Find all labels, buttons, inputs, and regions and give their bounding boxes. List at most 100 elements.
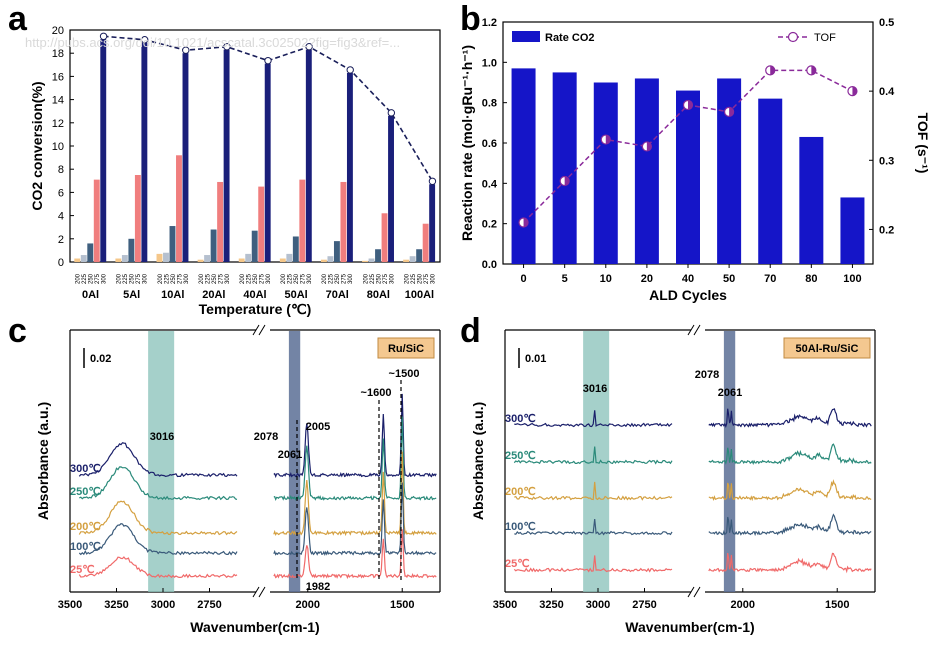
rate-bar-50 xyxy=(717,78,742,264)
temp-tick-label: 250 xyxy=(171,273,177,284)
trend-point xyxy=(305,43,313,51)
temp-tick-label: 300 xyxy=(389,273,395,284)
trend-point xyxy=(264,56,272,65)
trend-point xyxy=(182,46,190,54)
tof-point-fill xyxy=(564,176,570,186)
series-label: 250℃ xyxy=(70,486,101,498)
series-label: 300℃ xyxy=(70,463,101,475)
y-tick-label: 8 xyxy=(58,164,64,176)
y-tick-label: 16 xyxy=(52,71,64,83)
y-tick-label: 0.4 xyxy=(482,178,498,190)
bar-20Al-200 xyxy=(197,259,204,262)
group-label: 50Al xyxy=(284,289,307,301)
rate-bar-100 xyxy=(840,197,865,264)
watermark-url: http://pubs.acs.org/doi/10.1021/acscatal… xyxy=(25,35,400,50)
spectrum-right-25℃ xyxy=(273,529,437,580)
bar-70Al-200 xyxy=(320,259,327,262)
temp-tick-label: 275 xyxy=(136,273,142,284)
x-tick-label: 2750 xyxy=(632,599,656,611)
bar-80Al-250 xyxy=(375,249,381,262)
x-tick-label: 40 xyxy=(682,273,694,285)
temp-tick-label: 250 xyxy=(212,273,218,284)
group-label: 80Al xyxy=(367,289,390,301)
sample-tag: Ru/SiC xyxy=(388,343,424,355)
bar-10Al-200 xyxy=(156,253,163,262)
temp-tick-label: 300 xyxy=(184,273,190,284)
y-axis-title: Absorbance (a.u.) xyxy=(35,402,51,520)
group-label: 10Al xyxy=(161,289,184,301)
y-tick-label: 14 xyxy=(52,95,64,107)
bar-50Al-200 xyxy=(279,258,286,262)
temp-tick-label: 275 xyxy=(177,273,183,284)
trend-point xyxy=(346,66,354,74)
scale-bar-label: 0.02 xyxy=(90,353,111,365)
axis-break xyxy=(252,324,266,336)
bar-20Al-225 xyxy=(204,255,211,262)
bar-5Al-300 xyxy=(141,42,148,263)
bar-50Al-225 xyxy=(286,253,293,262)
band-2078 xyxy=(288,331,301,592)
spectrum-left-200℃ xyxy=(78,500,238,536)
y-tick-label: 2 xyxy=(58,234,64,246)
spectrum-right-300℃ xyxy=(273,393,437,479)
spectrum-right-25℃ xyxy=(708,552,872,574)
y-tick-label: 10 xyxy=(52,141,64,153)
temp-tick-label: 250 xyxy=(253,273,259,284)
spectrum-left-100℃ xyxy=(514,519,673,536)
bar-50Al-300 xyxy=(305,49,312,262)
y-tick-label: 0.0 xyxy=(482,259,497,271)
rate-bar-10 xyxy=(593,82,618,264)
tof-point-fill xyxy=(811,65,816,75)
x-tick-label: 2750 xyxy=(197,599,221,611)
peak-annotation: 3016 xyxy=(150,431,174,443)
y2-tick-label: 0.3 xyxy=(879,155,894,167)
group-label: 5Al xyxy=(123,289,140,301)
spectrum-right-100℃ xyxy=(708,513,872,537)
temp-tick-label: 200 xyxy=(158,273,164,284)
sample-tag: 50Al-Ru/SiC xyxy=(796,343,859,355)
spectrum-left-100℃ xyxy=(78,523,238,556)
series-label: 25℃ xyxy=(70,564,95,576)
x-tick-label: 3000 xyxy=(586,599,610,611)
trend-point xyxy=(428,177,437,185)
temp-tick-label: 225 xyxy=(82,273,88,284)
x-axis-title: Wavenumber(cm-1) xyxy=(190,619,319,635)
bar-80Al-225 xyxy=(368,258,375,262)
legend-rate-swatch xyxy=(512,31,540,42)
bar-70Al-250 xyxy=(333,241,340,262)
spectrum-left-300℃ xyxy=(78,442,238,478)
bar-40Al-275 xyxy=(258,186,265,262)
bar-20Al-250 xyxy=(210,229,217,262)
temp-tick-label: 300 xyxy=(266,273,272,284)
series-label: 100℃ xyxy=(70,541,101,553)
legend-tof-marker xyxy=(787,31,799,43)
band-3016 xyxy=(148,331,175,592)
peak-annotation: ~1600 xyxy=(361,387,392,399)
rate-bar-20 xyxy=(634,78,659,264)
peak-annotation: 2078 xyxy=(695,369,719,381)
series-label: 25℃ xyxy=(505,558,530,570)
y2-tick-label: 0.2 xyxy=(879,224,894,236)
temp-tick-label: 300 xyxy=(143,273,149,284)
spectrum-left-25℃ xyxy=(78,556,238,579)
temp-tick-label: 275 xyxy=(260,273,266,284)
x-tick-label: 100 xyxy=(843,273,861,285)
spectrum-left-250℃ xyxy=(79,466,238,501)
spectrum-left-300℃ xyxy=(514,410,673,428)
bar-5Al-225 xyxy=(121,255,128,262)
panel-c-label: c xyxy=(8,312,27,350)
x-axis-title: Wavenumber(cm-1) xyxy=(625,619,754,635)
bar-5Al-275 xyxy=(134,175,141,262)
spectrum-right-300℃ xyxy=(708,408,872,428)
panel-a-label: a xyxy=(8,0,28,38)
spectrum-right-250℃ xyxy=(273,416,437,501)
axis-break xyxy=(687,586,701,598)
bar-10Al-300 xyxy=(182,53,189,263)
panel-d: 3500 3250 3000 2750 2000 1500 300℃ 250℃ 200℃ 100℃… xyxy=(470,324,876,635)
series-label: 250℃ xyxy=(505,450,536,462)
spectrum-left-250℃ xyxy=(513,446,673,465)
bar-20Al-275 xyxy=(217,181,224,262)
y-tick-label: 0.6 xyxy=(482,138,497,150)
y-tick-label: 1.0 xyxy=(482,57,497,69)
legend-rate-label: Rate CO2 xyxy=(545,32,595,44)
